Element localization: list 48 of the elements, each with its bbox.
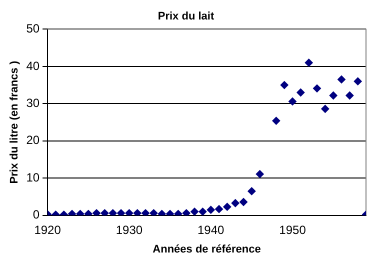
point <box>354 77 362 86</box>
x-tick-label: 1930 <box>116 222 143 237</box>
point <box>280 81 288 90</box>
y-axis-title: Prix du litre (en francs ) <box>8 60 21 184</box>
point <box>198 208 207 216</box>
point <box>158 210 166 216</box>
x-tick-label: 1940 <box>198 222 225 237</box>
point <box>338 75 346 84</box>
y-tick-label: 20 <box>26 133 40 148</box>
point <box>240 198 248 206</box>
y-tick-label: 40 <box>26 58 40 73</box>
point <box>248 187 256 196</box>
point <box>76 210 84 216</box>
point <box>215 205 224 214</box>
point <box>313 84 322 92</box>
point <box>223 202 232 211</box>
x-tick-label: 1920 <box>34 222 62 237</box>
y-tick-label: 30 <box>26 96 40 110</box>
point <box>92 209 101 216</box>
x-tick-label: 1950 <box>279 222 306 237</box>
point <box>125 209 134 216</box>
point <box>296 88 305 97</box>
point <box>100 209 109 216</box>
point <box>68 210 76 216</box>
point <box>272 116 280 125</box>
point <box>174 210 182 216</box>
point <box>117 209 126 216</box>
chart-title: Prix du lait <box>158 10 214 23</box>
y-tick-label: 50 <box>26 22 40 36</box>
point <box>288 97 297 106</box>
point <box>150 209 158 216</box>
point <box>329 91 338 100</box>
point <box>304 58 313 67</box>
point <box>190 208 199 216</box>
point <box>133 209 142 216</box>
point <box>84 210 92 216</box>
point <box>166 210 174 216</box>
point <box>108 209 117 216</box>
point <box>231 199 240 208</box>
point <box>256 170 264 178</box>
point <box>206 206 215 214</box>
y-tick-label: 10 <box>26 170 40 184</box>
y-tick-label: 0 <box>32 208 40 222</box>
point <box>321 104 330 113</box>
x-axis-title: Années de référence <box>152 243 261 256</box>
point <box>346 91 354 100</box>
point <box>182 209 190 216</box>
point <box>142 209 150 216</box>
